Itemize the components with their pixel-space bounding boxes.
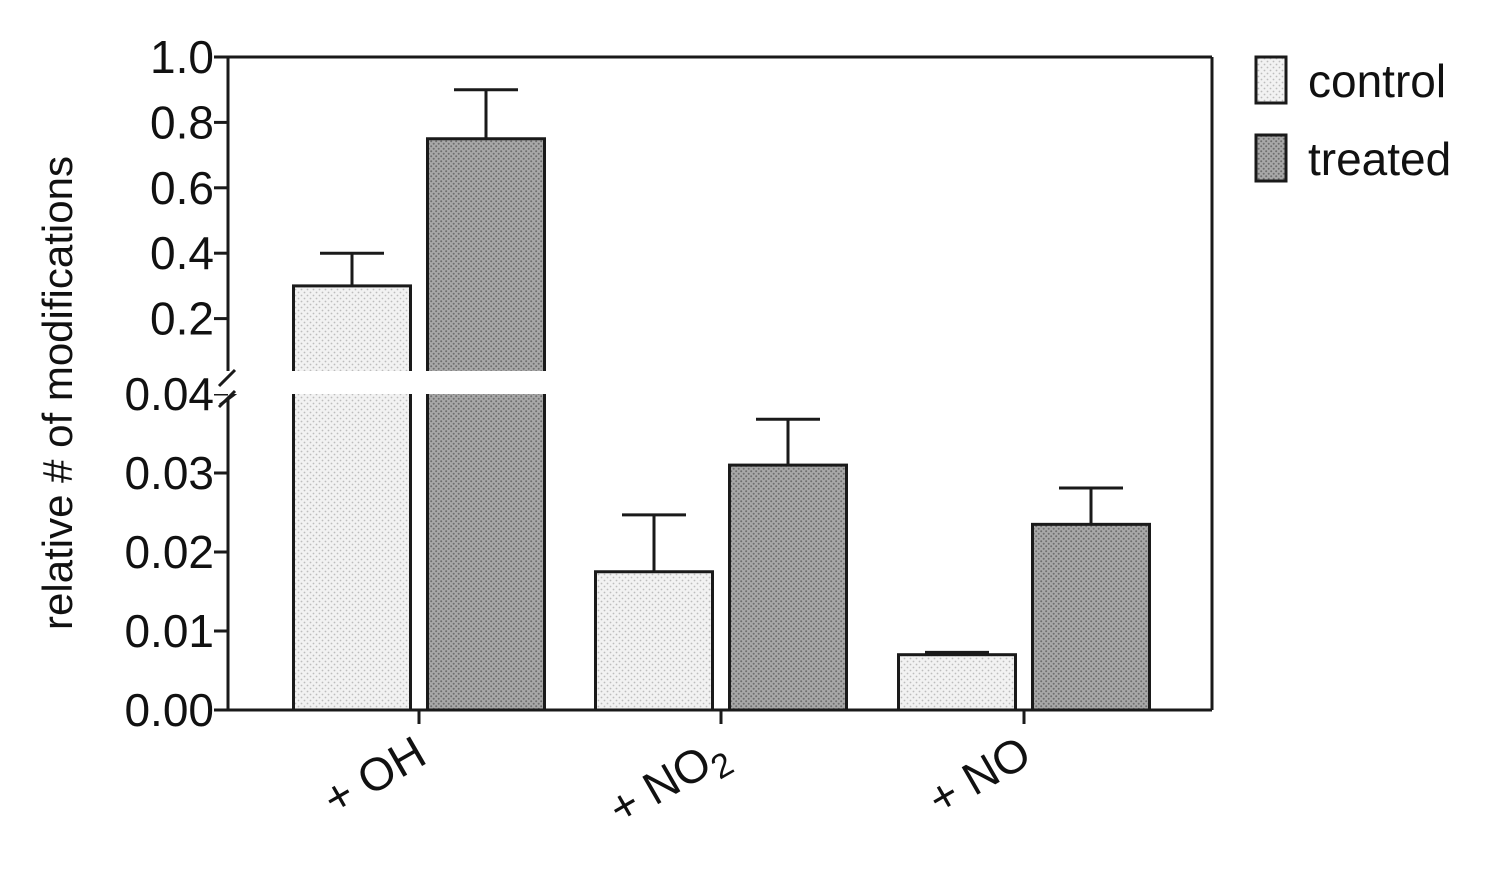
y-tick-label: 0.03	[124, 447, 214, 499]
axis-break-mark	[217, 368, 237, 388]
y-tick-label: 0.00	[124, 684, 214, 736]
y-tick-label: 0.4	[150, 227, 214, 279]
tick-labels: 0.2 0.4 0.6 0.8 1.0 0.00 0.01 0.02 0.03 0.04 + OH +…	[124, 31, 1039, 842]
y-axis-label: relative # of modifications	[34, 156, 81, 630]
x-tick-label: + NO	[919, 726, 1039, 825]
legend-swatch-treated	[1254, 133, 1288, 183]
y-tick-label: 0.04	[124, 368, 214, 420]
legend: control treated	[1254, 55, 1451, 185]
axis-break-mark	[217, 389, 237, 409]
x-tick-label: + OH	[314, 726, 434, 825]
legend-label-control: control	[1308, 55, 1446, 107]
y-tick-label: 0.01	[124, 605, 214, 657]
bar-treated-0	[426, 137, 546, 712]
x-tick-label: + NO2	[600, 726, 740, 842]
y-tick-label: 0.8	[150, 96, 214, 148]
bar-control-2	[897, 653, 1017, 712]
y-tick-label: 0.6	[150, 162, 214, 214]
legend-label-treated: treated	[1308, 133, 1451, 185]
y-tick-label: 0.02	[124, 526, 214, 578]
bar-treated-1	[728, 463, 848, 712]
y-tick-label: 0.2	[150, 293, 214, 345]
axis-break-gap	[208, 371, 553, 394]
bar-control-1	[594, 570, 714, 712]
legend-swatch-control	[1254, 55, 1288, 105]
bar-treated-2	[1031, 522, 1151, 712]
bar-control-0	[292, 284, 412, 712]
bars	[208, 88, 1151, 712]
y-tick-label: 1.0	[150, 31, 214, 83]
